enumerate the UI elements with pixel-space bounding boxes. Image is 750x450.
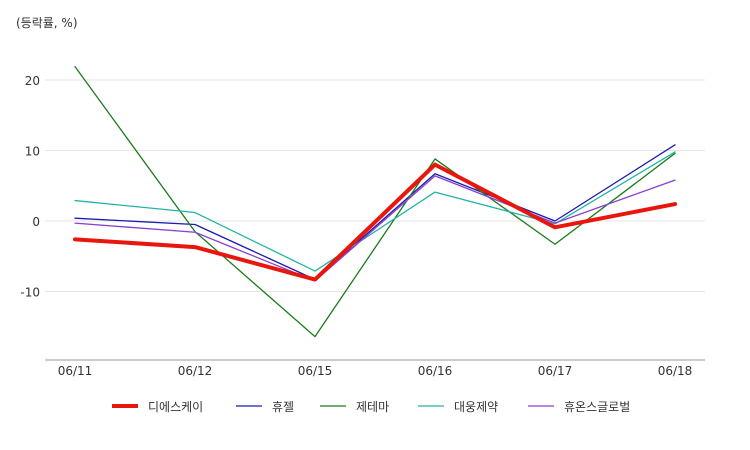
series-line-4: [74, 151, 676, 272]
y-axis: -10 0 10 20: [20, 74, 40, 300]
y-tick-label: -10: [20, 286, 40, 300]
legend-label: 휴젤: [272, 400, 294, 414]
x-tick-label: 06/12: [178, 364, 213, 378]
x-tick-label: 06/11: [58, 364, 93, 378]
legend-label: 휴온스글로벌: [564, 400, 630, 414]
legend-label: 대웅제약: [454, 399, 498, 414]
x-tick-label: 06/17: [538, 364, 573, 378]
legend-label: 제테마: [356, 400, 389, 414]
series-lines: [73, 65, 677, 338]
x-tick-label: 06/16: [418, 364, 453, 378]
legend: 디에스케이 휴젤 제테마 대웅제약 휴온스글로벌: [112, 399, 630, 414]
series-line-1: [73, 162, 677, 282]
unit-label: (등락률, %): [16, 16, 78, 30]
y-tick-label: 10: [25, 145, 40, 159]
x-tick-label: 06/15: [298, 364, 333, 378]
x-tick-label: 06/18: [658, 364, 693, 378]
series-line-5: [74, 175, 676, 282]
x-axis: 06/11 06/12 06/15 06/16 06/17 06/18: [45, 359, 705, 378]
grid: [45, 79, 705, 292]
series-line-2: [74, 144, 676, 281]
y-tick-label: 20: [25, 74, 40, 88]
legend-label: 디에스케이: [148, 400, 203, 414]
series-line-3: [74, 65, 676, 338]
y-tick-label: 0: [32, 215, 40, 229]
